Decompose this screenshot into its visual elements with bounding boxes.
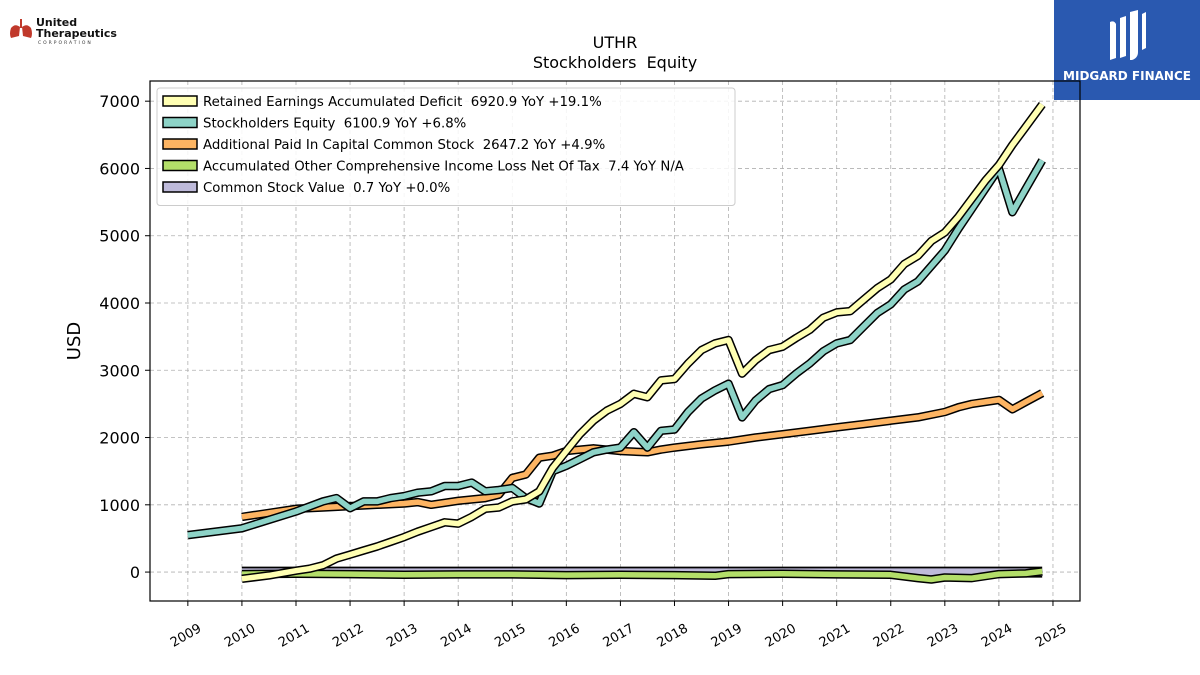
legend-swatch: [162, 181, 198, 193]
x-tick-label: 2025: [1033, 621, 1069, 651]
x-tick-label: 2018: [655, 621, 691, 651]
x-tick-label: 2017: [601, 621, 637, 651]
lungs-icon: [10, 19, 32, 38]
series-2: [241, 389, 1045, 522]
x-tick-label: 2019: [709, 621, 745, 651]
x-tick-label: 2009: [168, 621, 204, 651]
legend-entry: Stockholders Equity 6100.9 YoY +6.8%: [203, 117, 466, 132]
legend-entry: Retained Earnings Accumulated Deficit 69…: [203, 95, 602, 110]
x-tick-label: 2023: [925, 621, 961, 651]
series-outline: [187, 158, 1046, 540]
x-tick-label: 2012: [330, 621, 366, 651]
united-therapeutics-logo: United Therapeutics CORPORATION: [8, 14, 128, 50]
midgard-finance-logo: MIDGARD FINANCE: [1054, 0, 1200, 100]
series-line: [241, 102, 1045, 582]
series-3: [241, 567, 1043, 584]
y-tick-label: 2000: [99, 429, 140, 448]
logo-line1: United: [36, 16, 78, 29]
y-axis-ticks: 0 1000 2000 3000 4000 5000 6000 7000: [99, 92, 150, 582]
x-tick-label: 2011: [276, 621, 312, 651]
legend-entry: Accumulated Other Comprehensive Income L…: [203, 160, 684, 175]
y-tick-label: 4000: [99, 294, 140, 313]
y-axis-label: USD: [64, 322, 85, 360]
legend: Retained Earnings Accumulated Deficit 69…: [156, 87, 736, 206]
x-tick-label: 2015: [492, 621, 528, 651]
legend-swatch: [162, 138, 198, 150]
logo-line3: CORPORATION: [38, 41, 93, 46]
x-tick-label: 2016: [547, 621, 583, 651]
midgard-mark-icon: [1110, 10, 1146, 60]
legend-swatch: [162, 116, 198, 129]
series-lines: [187, 101, 1046, 584]
y-tick-label: 0: [130, 563, 140, 582]
legend-entry: Additional Paid In Capital Common Stock …: [203, 138, 605, 153]
legend-swatch: [162, 159, 198, 172]
legend-entry: Common Stock Value 0.7 YoY +0.0%: [203, 181, 450, 196]
x-tick-label: 2022: [871, 621, 907, 651]
y-tick-label: 7000: [99, 92, 140, 111]
chart-title: UTHR: [593, 33, 638, 52]
x-tick-label: 2014: [438, 621, 474, 651]
x-tick-label: 2010: [222, 621, 258, 651]
y-tick-label: 6000: [99, 159, 140, 178]
brand-name: MIDGARD FINANCE: [1063, 69, 1191, 83]
x-tick-label: 2013: [384, 621, 420, 651]
x-tick-label: 2021: [817, 621, 853, 651]
x-axis-ticks: 2009 2010 2011 2012 2013 2014 2015 2016 2017 2018…: [168, 601, 1069, 651]
x-tick-label: 2020: [763, 621, 799, 651]
series-1: [187, 158, 1046, 540]
legend-box: [156, 87, 736, 206]
y-tick-label: 5000: [99, 227, 140, 246]
series-0: [241, 101, 1046, 584]
legend-swatch: [162, 95, 198, 107]
series-line: [241, 390, 1044, 520]
series-line: [241, 568, 1043, 583]
chart-subtitle: Stockholders Equity: [533, 53, 697, 72]
y-tick-label: 3000: [99, 361, 140, 380]
plot-frame: [149, 80, 1081, 602]
series-line: [187, 159, 1045, 538]
y-tick-label: 1000: [99, 496, 140, 515]
logo-line2: Therapeutics: [36, 27, 117, 40]
x-tick-label: 2024: [979, 621, 1015, 651]
